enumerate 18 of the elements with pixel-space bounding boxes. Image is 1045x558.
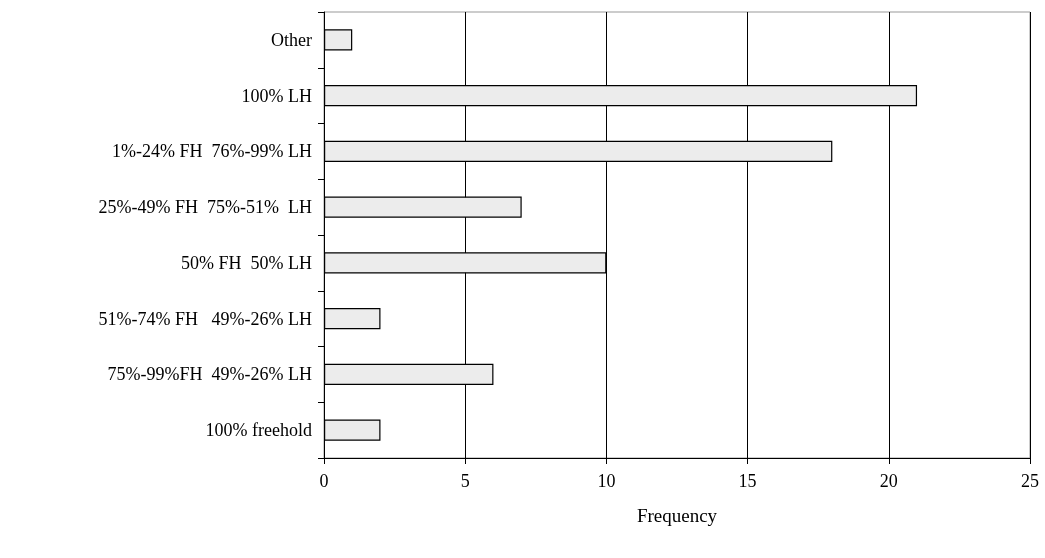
y-tick-label: 100% LH: [241, 85, 312, 106]
x-tick-label: 0: [319, 471, 329, 491]
x-tick-label: 20: [879, 471, 898, 491]
y-tick-label: 50% FH 50% LH: [181, 252, 312, 273]
bar: [324, 419, 381, 441]
y-tick-label: 51%-74% FH 49%-26% LH: [98, 308, 312, 329]
x-tick-label: 25: [1021, 471, 1039, 491]
y-tick-label: 100% freehold: [205, 420, 312, 441]
x-tick-label: 5: [460, 471, 470, 491]
bar: [324, 29, 353, 51]
x-axis-title: Frequency: [636, 505, 718, 526]
y-tick-label: Other: [271, 29, 312, 50]
x-tick-label: 15: [738, 471, 757, 491]
bar: [324, 308, 381, 330]
y-tick-label: 25%-49% FH 75%-51% LH: [98, 197, 312, 218]
y-tick-label: 75%-99%FH 49%-26% LH: [107, 364, 312, 385]
x-tick-label: 10: [597, 471, 616, 491]
y-tick-label: 1%-24% FH 76%-99% LH: [112, 141, 312, 162]
